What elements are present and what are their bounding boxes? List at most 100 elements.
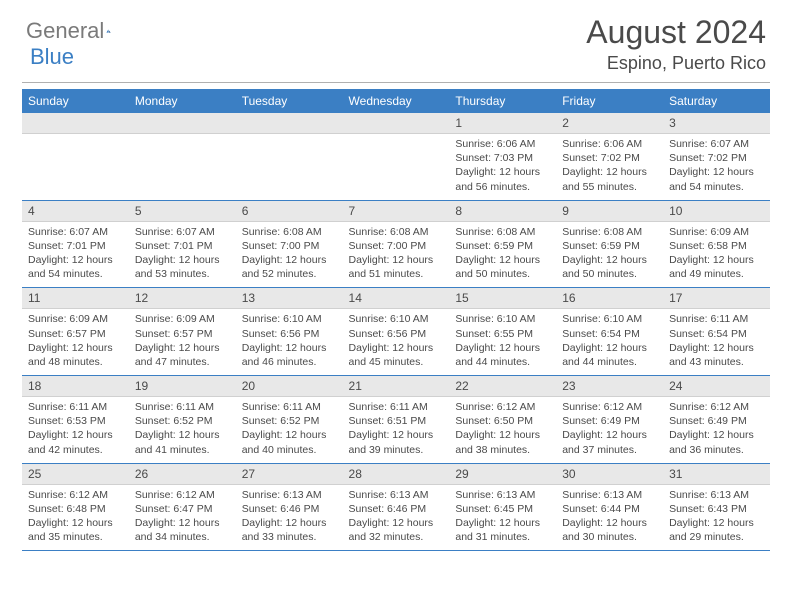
daylight-text: Daylight: 12 hours and 45 minutes. [349, 341, 444, 369]
info-row: Sunrise: 6:09 AMSunset: 6:57 PMDaylight:… [22, 309, 770, 376]
day-number: 18 [22, 376, 129, 397]
day-number [22, 113, 129, 134]
day-number: 21 [343, 376, 450, 397]
sunrise-text: Sunrise: 6:11 AM [242, 400, 337, 414]
day-number: 20 [236, 376, 343, 397]
sunrise-text: Sunrise: 6:10 AM [455, 312, 550, 326]
day-number: 2 [556, 113, 663, 134]
day-info: Sunrise: 6:07 AMSunset: 7:01 PMDaylight:… [129, 221, 236, 288]
sunset-text: Sunset: 6:51 PM [349, 414, 444, 428]
sunrise-text: Sunrise: 6:08 AM [455, 225, 550, 239]
day-info: Sunrise: 6:10 AMSunset: 6:56 PMDaylight:… [343, 309, 450, 376]
sunrise-text: Sunrise: 6:13 AM [242, 488, 337, 502]
sunset-text: Sunset: 6:52 PM [135, 414, 230, 428]
daylight-text: Daylight: 12 hours and 32 minutes. [349, 516, 444, 544]
day-number: 19 [129, 376, 236, 397]
daynum-row: 18192021222324 [22, 376, 770, 397]
sunrise-text: Sunrise: 6:10 AM [349, 312, 444, 326]
day-info: Sunrise: 6:13 AMSunset: 6:45 PMDaylight:… [449, 484, 556, 551]
sunrise-text: Sunrise: 6:06 AM [562, 137, 657, 151]
daylight-text: Daylight: 12 hours and 44 minutes. [455, 341, 550, 369]
brand-part2: Blue [30, 44, 74, 70]
sunset-text: Sunset: 7:02 PM [669, 151, 764, 165]
sunset-text: Sunset: 6:49 PM [669, 414, 764, 428]
daylight-text: Daylight: 12 hours and 38 minutes. [455, 428, 550, 456]
day-number: 29 [449, 463, 556, 484]
daylight-text: Daylight: 12 hours and 55 minutes. [562, 165, 657, 193]
day-info: Sunrise: 6:10 AMSunset: 6:56 PMDaylight:… [236, 309, 343, 376]
daynum-row: 123 [22, 113, 770, 134]
sunset-text: Sunset: 7:02 PM [562, 151, 657, 165]
info-row: Sunrise: 6:06 AMSunset: 7:03 PMDaylight:… [22, 134, 770, 201]
daylight-text: Daylight: 12 hours and 54 minutes. [669, 165, 764, 193]
sunset-text: Sunset: 6:53 PM [28, 414, 123, 428]
day-number: 9 [556, 200, 663, 221]
sunrise-text: Sunrise: 6:12 AM [562, 400, 657, 414]
day-header: Friday [556, 89, 663, 113]
sunrise-text: Sunrise: 6:08 AM [562, 225, 657, 239]
day-info: Sunrise: 6:10 AMSunset: 6:55 PMDaylight:… [449, 309, 556, 376]
day-info: Sunrise: 6:12 AMSunset: 6:48 PMDaylight:… [22, 484, 129, 551]
sunset-text: Sunset: 7:01 PM [135, 239, 230, 253]
day-number: 16 [556, 288, 663, 309]
title-block: August 2024 Espino, Puerto Rico [586, 14, 766, 74]
daylight-text: Daylight: 12 hours and 56 minutes. [455, 165, 550, 193]
day-number: 12 [129, 288, 236, 309]
brand-part1: General [26, 18, 104, 44]
sunset-text: Sunset: 6:50 PM [455, 414, 550, 428]
day-header: Wednesday [343, 89, 450, 113]
day-number: 31 [663, 463, 770, 484]
day-info: Sunrise: 6:13 AMSunset: 6:46 PMDaylight:… [236, 484, 343, 551]
day-info: Sunrise: 6:09 AMSunset: 6:58 PMDaylight:… [663, 221, 770, 288]
day-info: Sunrise: 6:13 AMSunset: 6:43 PMDaylight:… [663, 484, 770, 551]
brand-logo: General [26, 18, 132, 44]
day-info: Sunrise: 6:06 AMSunset: 7:03 PMDaylight:… [449, 134, 556, 201]
day-info: Sunrise: 6:10 AMSunset: 6:54 PMDaylight:… [556, 309, 663, 376]
day-info: Sunrise: 6:13 AMSunset: 6:44 PMDaylight:… [556, 484, 663, 551]
calendar-table: Sunday Monday Tuesday Wednesday Thursday… [22, 89, 770, 551]
sunset-text: Sunset: 6:46 PM [349, 502, 444, 516]
day-number: 17 [663, 288, 770, 309]
daylight-text: Daylight: 12 hours and 46 minutes. [242, 341, 337, 369]
day-number [129, 113, 236, 134]
day-info: Sunrise: 6:06 AMSunset: 7:02 PMDaylight:… [556, 134, 663, 201]
daylight-text: Daylight: 12 hours and 51 minutes. [349, 253, 444, 281]
day-info [22, 134, 129, 201]
day-number: 30 [556, 463, 663, 484]
sunset-text: Sunset: 6:57 PM [135, 327, 230, 341]
sunrise-text: Sunrise: 6:13 AM [455, 488, 550, 502]
day-number: 22 [449, 376, 556, 397]
day-info: Sunrise: 6:08 AMSunset: 7:00 PMDaylight:… [343, 221, 450, 288]
daylight-text: Daylight: 12 hours and 47 minutes. [135, 341, 230, 369]
daylight-text: Daylight: 12 hours and 50 minutes. [562, 253, 657, 281]
day-info: Sunrise: 6:12 AMSunset: 6:49 PMDaylight:… [556, 397, 663, 464]
sunset-text: Sunset: 6:54 PM [562, 327, 657, 341]
daylight-text: Daylight: 12 hours and 48 minutes. [28, 341, 123, 369]
sunset-text: Sunset: 6:56 PM [349, 327, 444, 341]
sunrise-text: Sunrise: 6:11 AM [669, 312, 764, 326]
day-info: Sunrise: 6:07 AMSunset: 7:02 PMDaylight:… [663, 134, 770, 201]
daylight-text: Daylight: 12 hours and 29 minutes. [669, 516, 764, 544]
day-number: 6 [236, 200, 343, 221]
day-number: 25 [22, 463, 129, 484]
day-number: 15 [449, 288, 556, 309]
daylight-text: Daylight: 12 hours and 49 minutes. [669, 253, 764, 281]
day-header-row: Sunday Monday Tuesday Wednesday Thursday… [22, 89, 770, 113]
daynum-row: 11121314151617 [22, 288, 770, 309]
day-number: 3 [663, 113, 770, 134]
sunrise-text: Sunrise: 6:07 AM [28, 225, 123, 239]
day-info: Sunrise: 6:08 AMSunset: 6:59 PMDaylight:… [556, 221, 663, 288]
day-number: 5 [129, 200, 236, 221]
day-info: Sunrise: 6:12 AMSunset: 6:47 PMDaylight:… [129, 484, 236, 551]
brand-part2-wrap: Blue [30, 44, 74, 70]
daylight-text: Daylight: 12 hours and 54 minutes. [28, 253, 123, 281]
sunrise-text: Sunrise: 6:12 AM [669, 400, 764, 414]
day-header: Saturday [663, 89, 770, 113]
sunrise-text: Sunrise: 6:11 AM [135, 400, 230, 414]
sunset-text: Sunset: 6:45 PM [455, 502, 550, 516]
day-number: 11 [22, 288, 129, 309]
location: Espino, Puerto Rico [586, 53, 766, 74]
day-number: 14 [343, 288, 450, 309]
daylight-text: Daylight: 12 hours and 30 minutes. [562, 516, 657, 544]
sunset-text: Sunset: 6:57 PM [28, 327, 123, 341]
